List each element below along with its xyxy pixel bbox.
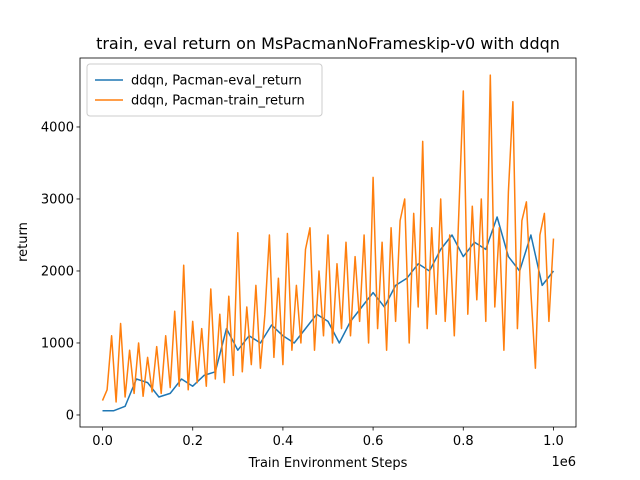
y-tick-label: 3000 — [41, 192, 74, 207]
chart-title: train, eval return on MsPacmanNoFrameski… — [96, 34, 560, 53]
legend-label: ddqn, Pacman-eval_return — [131, 74, 302, 89]
x-tick-label: 1.0 — [543, 434, 564, 449]
legend-box — [86, 63, 323, 117]
plot-frame — [79, 57, 577, 428]
y-tick-label: 1000 — [41, 336, 74, 351]
series-line — [101, 74, 555, 403]
x-tick-label: 0.0 — [92, 434, 113, 449]
legend-label: ddqn, Pacman-train_return — [131, 94, 305, 109]
y-tick-label: 0 — [66, 408, 74, 423]
y-axis-label: return — [16, 222, 31, 262]
x-tick-label: 0.4 — [273, 434, 294, 449]
x-tick-label: 0.8 — [453, 434, 474, 449]
series-line — [102, 216, 555, 412]
x-axis-label: Train Environment Steps — [248, 456, 408, 471]
y-tick-label: 4000 — [41, 120, 74, 135]
x-tick-label: 0.2 — [182, 434, 203, 449]
x-offset-label: 1e6 — [551, 455, 576, 470]
y-tick-label: 2000 — [41, 264, 74, 279]
x-tick-label: 0.6 — [363, 434, 384, 449]
